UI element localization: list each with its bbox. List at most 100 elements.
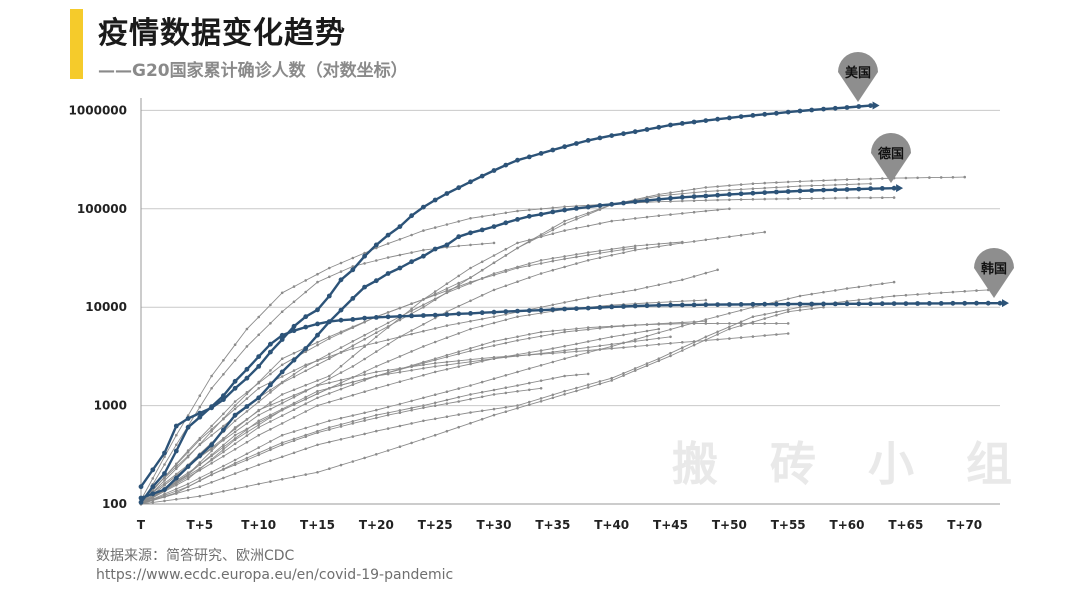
gray-series-15-point [528,403,531,407]
gray-series-6-point [528,276,531,279]
gray-series-11-point [657,337,661,340]
highlight-series-1-point [397,224,403,230]
gray-series-17-point [539,387,543,390]
gray-series-15-point [516,406,519,410]
gray-series-18-point [222,437,225,440]
gray-series-13-point [622,341,625,345]
highlight-series-3-point [409,313,414,319]
highlight-series-2-point [421,253,426,259]
gray-series-7-point [681,278,684,282]
gray-series-15-point [457,425,461,429]
highlight-series-3-point [138,499,144,505]
highlight-series-3-point [421,313,426,318]
gray-series-18-point [786,332,790,335]
highlight-series-3-point [585,305,591,311]
gray-series-18-point [480,357,484,360]
gray-series-6-point [598,256,602,260]
gray-series-14-point [304,447,308,451]
gray-series-3-point [739,198,743,201]
gray-series-5-point [410,309,413,313]
gray-series-12-point [551,347,555,350]
gray-series-2-point [692,191,696,194]
highlight-series-1-point [715,116,720,122]
gray-series-3-point [398,238,402,241]
gray-series-3-point [257,315,261,319]
highlight-series-3-point [844,301,850,307]
gray-series-1-point [280,357,284,361]
gray-series-18-point [339,378,343,382]
gray-series-20-point [351,326,355,330]
highlight-series-1-point [256,364,262,369]
highlight-series-1-point [421,204,426,210]
gray-series-3-point [751,198,755,201]
y-tick-label: 100000 [77,202,127,216]
gray-series-6-point [233,430,237,434]
gray-series-2-point [869,182,872,185]
gray-series-1-point [928,176,931,179]
gray-series-15-point [716,333,719,336]
gray-series-10-point [516,339,519,342]
gray-series-12-point [433,370,437,374]
gray-series-7-point [598,294,602,298]
highlight-series-3-point [562,306,567,312]
gray-series-6-point [375,350,378,353]
gray-series-18-point [433,361,437,365]
x-tick-label: T+60 [830,518,865,532]
highlight-series-3-point [244,366,250,372]
gray-series-16-point [398,409,402,412]
highlight-series-3-point [856,301,862,307]
gray-series-12-point [210,462,213,465]
gray-series-14-point [598,380,602,383]
gray-series-4-point [681,212,684,215]
gray-series-1-point [810,179,813,183]
gray-series-17-point [528,388,531,392]
gray-series-13-point [669,328,672,331]
gray-series-16-point [445,398,449,402]
gray-series-14-point [363,432,366,436]
highlight-series-1-point [656,124,662,130]
gray-series-18-point [504,355,508,358]
gray-series-4-point [304,383,308,387]
gray-series-11-point [610,343,613,346]
highlight-series-3-point [915,301,920,306]
gray-series-1-point [163,479,166,482]
gray-series-5-point [186,454,190,458]
gray-series-5-point [563,255,566,258]
gray-series-15-point [598,382,602,386]
highlight-series-2-point [574,206,579,211]
highlight-series-3-point [279,332,285,338]
gray-series-9-point [257,426,261,429]
gray-series-4-point [586,224,590,228]
gray-series-3-point [798,197,802,200]
highlight-series-2-point [738,191,744,197]
gray-series-8-point [375,365,378,368]
gray-series-15-point [775,313,778,317]
gray-series-6-point [410,329,413,332]
highlight-series-2-point [832,187,838,193]
gray-series-11-point [457,362,461,365]
gray-series-13-point [339,416,343,420]
gray-series-15-point [728,327,731,331]
gray-series-15-point [151,501,155,504]
gray-series-17-point [339,425,343,428]
gray-series-1-point [881,177,884,180]
highlight-series-1-point [644,127,650,132]
gray-series-2-point [480,268,484,272]
gray-series-3-point [151,477,155,480]
gray-series-15-point [175,498,178,501]
gray-series-20-point [304,350,308,354]
gray-series-17-point [504,391,508,395]
source-url[interactable]: https://www.ecdc.europa.eu/en/covid-19-p… [96,567,454,583]
x-tick-label: T+5 [187,518,214,532]
gray-series-7-point [539,305,543,309]
highlight-series-1-point [585,138,591,143]
highlight-series-1-point [750,113,756,118]
gray-series-18-point [492,356,496,359]
gray-series-11-point [316,389,319,393]
gray-series-18-point [645,344,649,347]
gray-series-9-point [586,326,590,329]
gray-series-14-point [975,289,978,292]
gray-series-3-point [681,199,684,203]
title-accent-bar [70,9,83,79]
gray-series-18-point [375,370,378,374]
